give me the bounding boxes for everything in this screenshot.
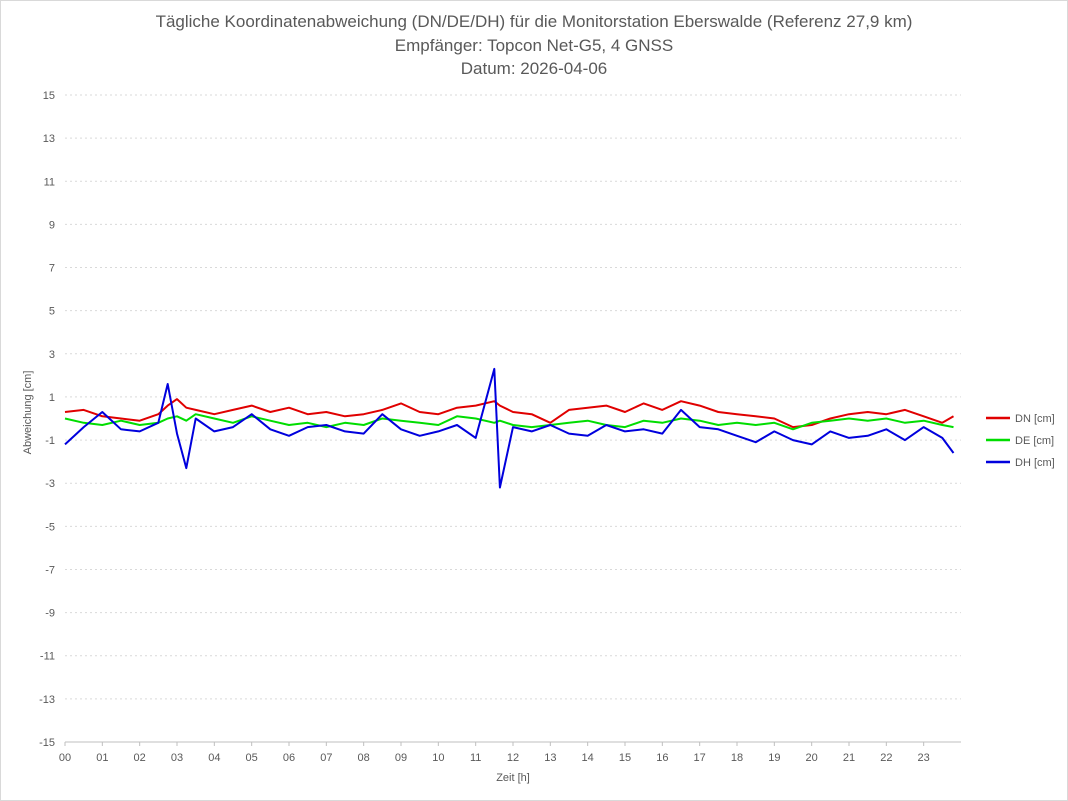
y-tick-label: -11 <box>40 651 55 663</box>
x-tick-label: 00 <box>59 752 71 764</box>
y-tick-label: 5 <box>49 306 55 318</box>
y-tick-label: -5 <box>45 521 55 533</box>
x-tick-label: 16 <box>656 752 668 764</box>
x-tick-label: 17 <box>694 752 706 764</box>
x-tick-label: 09 <box>395 752 407 764</box>
x-tick-label: 23 <box>918 752 930 764</box>
x-tick-label: 21 <box>843 752 855 764</box>
chart-subtitle-date: Datum: 2026-04-06 <box>460 59 608 78</box>
x-tick-label: 15 <box>619 752 631 764</box>
x-tick-label: 02 <box>134 752 146 764</box>
y-tick-label: 7 <box>49 263 55 275</box>
legend-label: DN [cm] <box>1015 413 1055 425</box>
x-axis-title: Zeit [h] <box>496 772 530 784</box>
y-tick-label: 3 <box>49 349 55 361</box>
y-tick-label: -7 <box>45 564 55 576</box>
y-tick-label: 1 <box>49 392 55 404</box>
y-tick-label: -3 <box>45 478 55 490</box>
x-tick-label: 18 <box>731 752 743 764</box>
x-tick-label: 06 <box>283 752 295 764</box>
x-tick-label: 10 <box>432 752 444 764</box>
x-tick-label: 07 <box>320 752 332 764</box>
x-tick-label: 01 <box>96 752 108 764</box>
y-tick-label: 15 <box>43 90 55 102</box>
x-tick-label: 03 <box>171 752 183 764</box>
x-tick-label: 08 <box>358 752 370 764</box>
x-tick-label: 12 <box>507 752 519 764</box>
y-tick-label: 11 <box>44 176 55 188</box>
x-tick-label: 11 <box>470 752 481 764</box>
legend-label: DH [cm] <box>1015 457 1055 469</box>
y-axis-title: Abweichung [cm] <box>22 371 34 455</box>
series-line-dh <box>64 367 955 489</box>
y-tick-label: -9 <box>45 608 55 620</box>
x-tick-label: 22 <box>880 752 892 764</box>
y-tick-label: -1 <box>45 435 55 447</box>
x-tick-label: 04 <box>208 752 220 764</box>
x-tick-label: 20 <box>806 752 818 764</box>
y-tick-label: -15 <box>39 737 55 749</box>
chart-subtitle-receiver: Empfänger: Topcon Net-G5, 4 GNSS <box>394 36 674 55</box>
chart-title: Tägliche Koordinatenabweichung (DN/DE/DH… <box>155 12 913 31</box>
series-line-de <box>64 413 954 431</box>
legend-label: DE [cm] <box>1015 435 1054 447</box>
x-tick-label: 13 <box>544 752 556 764</box>
x-tick-label: 05 <box>246 752 258 764</box>
y-tick-label: 9 <box>49 219 55 231</box>
x-tick-label: 14 <box>582 752 594 764</box>
x-tick-label: 19 <box>768 752 780 764</box>
y-tick-label: 13 <box>43 133 55 145</box>
y-tick-label: -13 <box>39 694 55 706</box>
